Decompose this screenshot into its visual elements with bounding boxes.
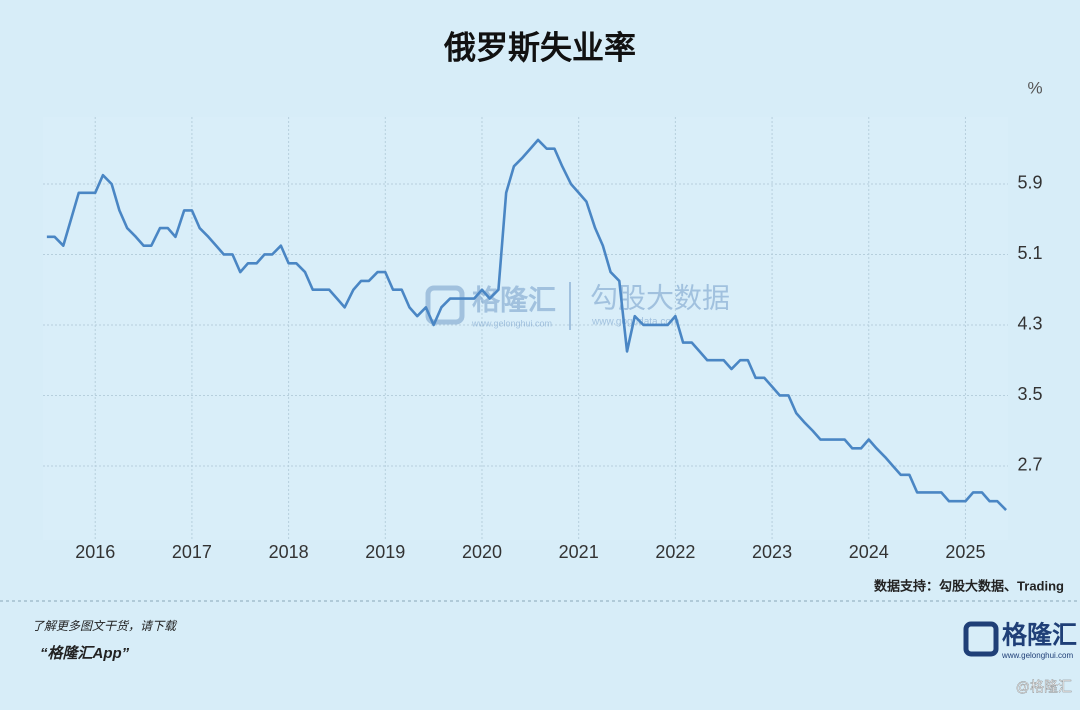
y-tick-label: 4.3 (1017, 314, 1042, 334)
source: 数据支持：勾股大数据、Trading (874, 578, 1064, 593)
x-tick-label: 2023 (752, 542, 792, 562)
y-axis-label: % (1027, 78, 1042, 97)
x-tick-label: 2016 (75, 542, 115, 562)
footer-app: “格隆汇App” (40, 645, 130, 662)
x-tick-label: 2024 (849, 542, 889, 562)
y-tick-label: 5.1 (1017, 243, 1042, 263)
watermark-icon (425, 285, 465, 325)
footer-prompt: 了解更多图文干货，请下载 (32, 619, 178, 633)
logo-url: www.gelonghui.com (1001, 651, 1073, 660)
y-tick-label: 2.7 (1017, 455, 1042, 475)
logo-text: 格隆汇 (1002, 621, 1077, 650)
x-tick-label: 2018 (269, 542, 309, 562)
plot-area (43, 117, 1008, 540)
watermark-url: www.gelonghui.com (471, 318, 552, 328)
watermark: 格隆汇 www.gelonghui.com 勾股大数据 www.gogudata… (425, 282, 730, 330)
footer-handle: @格隆汇 (1016, 679, 1072, 695)
x-tick-label: 2019 (365, 542, 405, 562)
x-tick-label: 2021 (559, 542, 599, 562)
x-tick-label: 2017 (172, 542, 212, 562)
y-tick-label: 3.5 (1017, 384, 1042, 404)
x-tick-label: 2020 (462, 542, 502, 562)
watermark-partner-url: www.gogudata.com (591, 317, 679, 328)
watermark-brand: 格隆汇 (472, 284, 556, 315)
y-tick-label: 5.9 (1017, 173, 1042, 193)
x-tick-label: 2025 (945, 542, 985, 562)
x-tick-label: 2022 (655, 542, 695, 562)
data-line (46, 138, 1007, 511)
logo-icon (963, 621, 999, 657)
chart-title: 俄罗斯失业率 (443, 29, 636, 65)
watermark-partner: 勾股大数据 (590, 282, 730, 313)
